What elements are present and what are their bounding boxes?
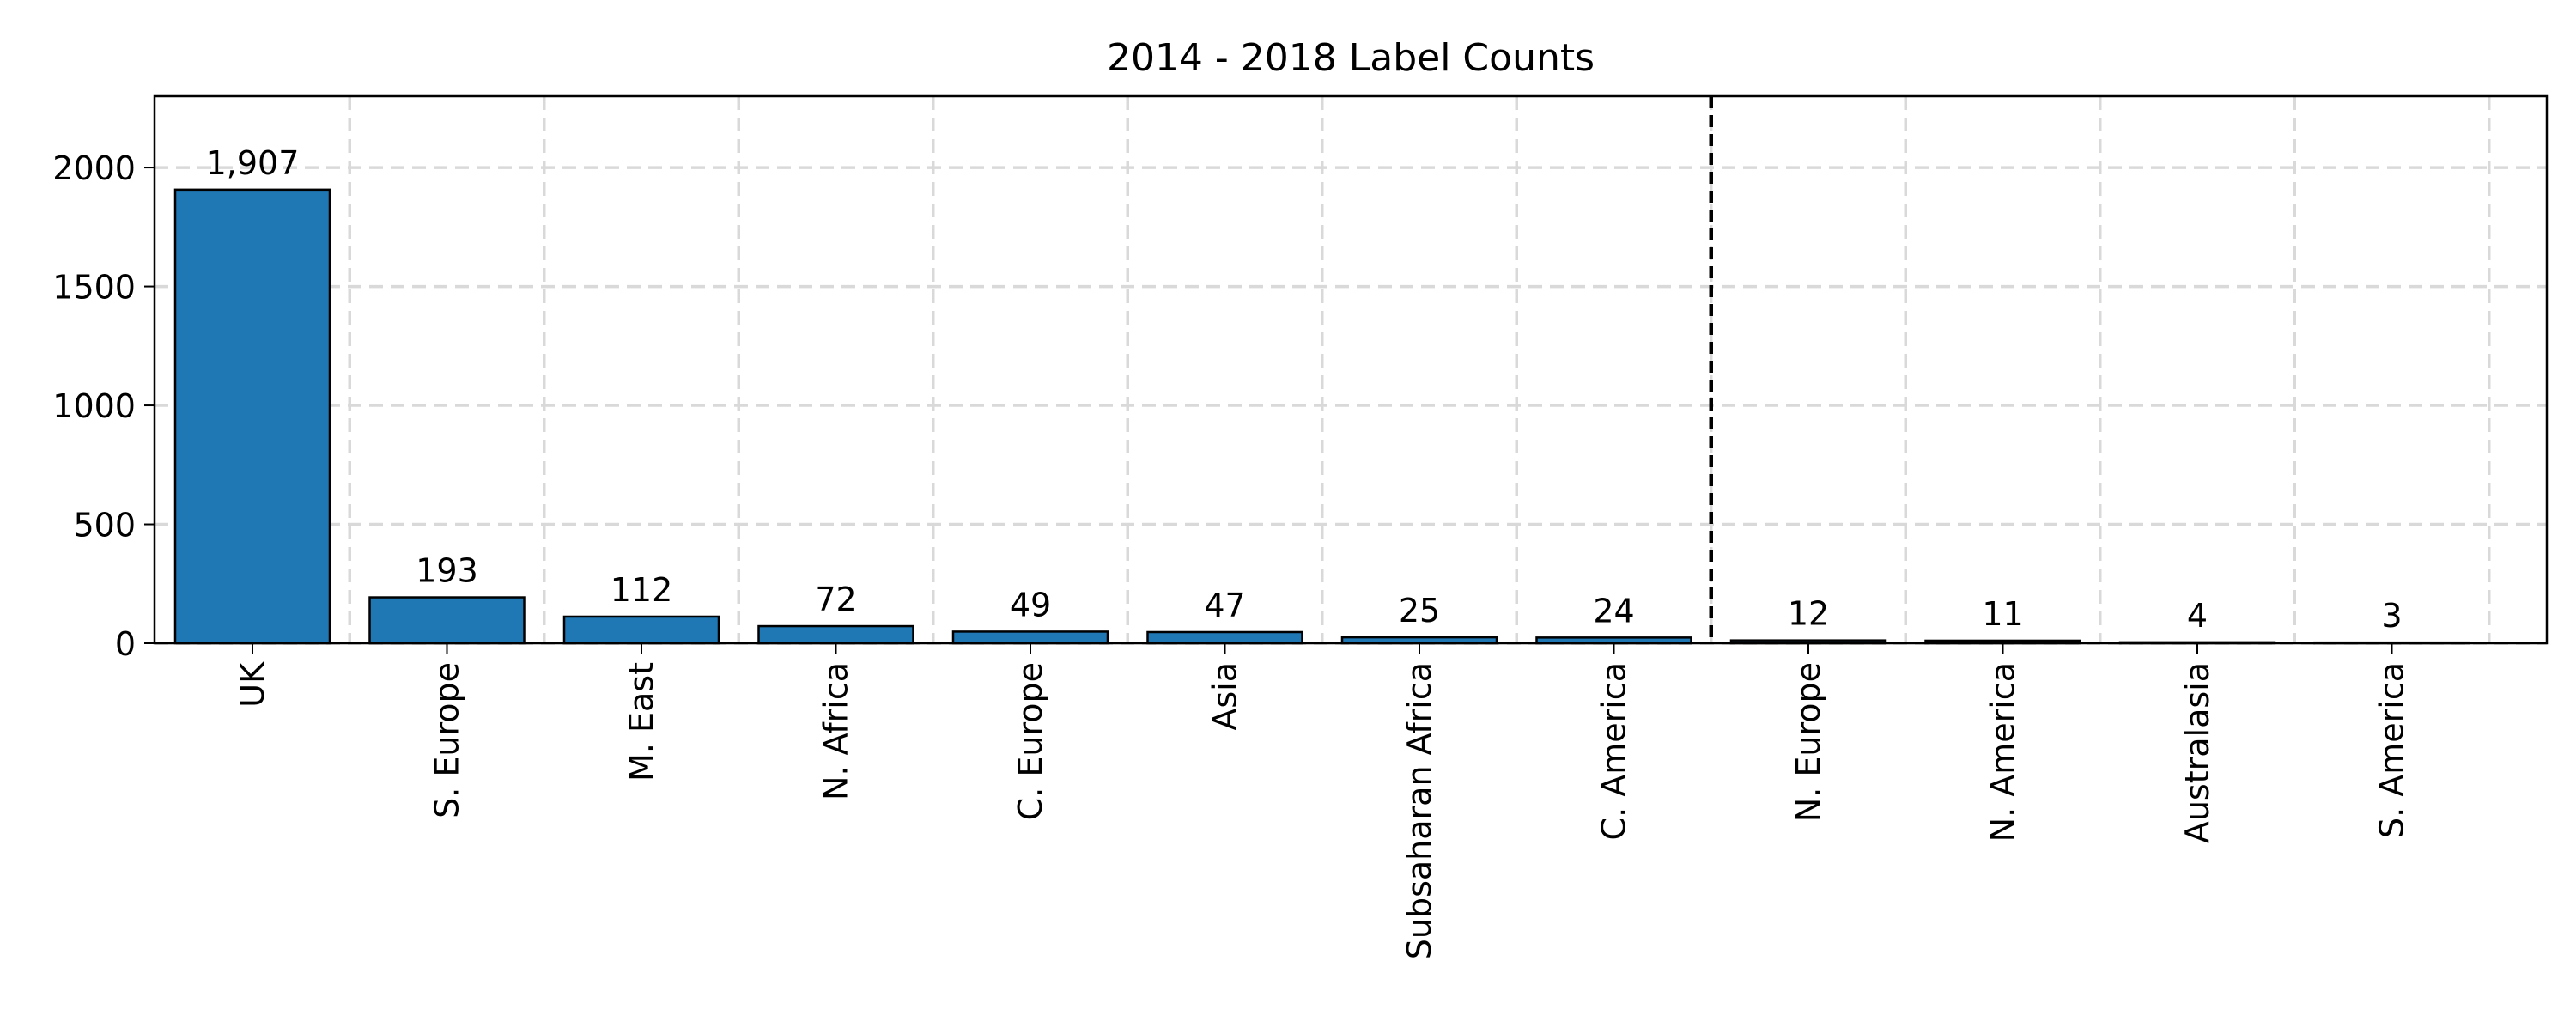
data-label: 4: [2187, 597, 2208, 635]
chart-title: 2014 - 2018 Label Counts: [1107, 36, 1595, 80]
data-labels: 1,907 193 112 72 49 47 25 24 12 11 4 3: [206, 144, 2403, 635]
y-tick-label: 1500: [52, 269, 136, 307]
x-tick-label: S. Europe: [428, 662, 466, 818]
plot-frame: [153, 94, 2549, 645]
bar: [951, 630, 1109, 645]
data-label: 3: [2381, 597, 2402, 635]
x-tick-label: C. Europe: [1012, 662, 1049, 820]
data-label: 12: [1788, 595, 1829, 633]
y-tick-label: 0: [115, 625, 136, 663]
x-tick-label: N. Europe: [1789, 662, 1827, 822]
x-tick-label: Subsaharan Africa: [1400, 662, 1438, 959]
data-label: 193: [416, 552, 478, 590]
x-tick-label: N. Africa: [817, 662, 855, 800]
x-tick-label: M. East: [623, 662, 660, 782]
data-label: 72: [815, 581, 856, 618]
x-tick-label: S. America: [2373, 662, 2411, 838]
y-tick-label: 2000: [52, 149, 136, 187]
y-tick-label: 500: [73, 507, 136, 544]
x-tick-label: C. America: [1595, 662, 1633, 840]
data-label: 25: [1399, 592, 1440, 630]
x-tick-label: Australasia: [2178, 662, 2216, 843]
data-label: 49: [1010, 586, 1051, 623]
bar: [757, 624, 914, 645]
data-label: 47: [1204, 587, 1245, 624]
x-tick-label: N. America: [1984, 662, 2022, 842]
x-axis: UK S. Europe M. East N. Africa C. Europe Asia…: [234, 643, 2411, 959]
x-tick-label: Asia: [1206, 662, 1244, 731]
bar: [368, 596, 526, 645]
bar: [173, 188, 331, 645]
y-axis: 0 500 1000 1500 2000: [52, 149, 155, 663]
data-label: 112: [611, 571, 673, 609]
y-tick-label: 1000: [52, 387, 136, 425]
grid-lines: [155, 96, 2547, 645]
data-label: 1,907: [206, 144, 300, 182]
data-label: 11: [1982, 595, 2023, 633]
x-tick-label: UK: [234, 661, 271, 708]
bar: [562, 615, 720, 645]
bar: [1146, 630, 1303, 645]
data-label: 24: [1593, 592, 1634, 630]
